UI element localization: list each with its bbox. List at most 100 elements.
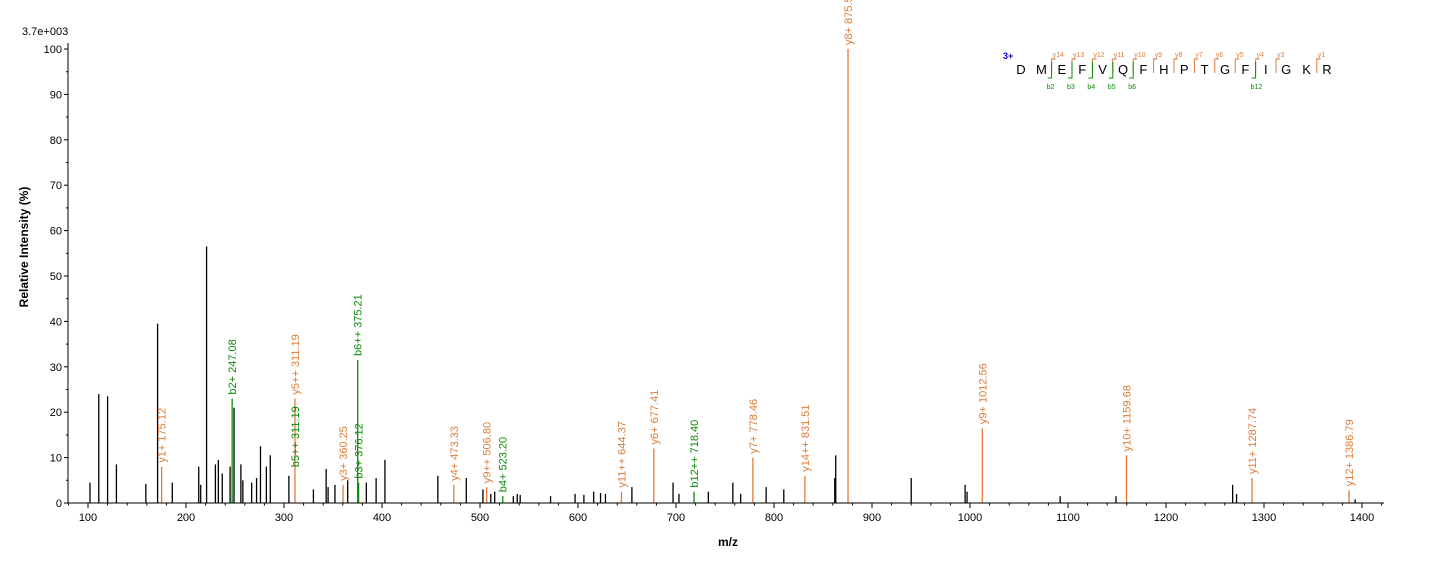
y-fragment-marker bbox=[1051, 58, 1056, 73]
y-tick-label: 40 bbox=[50, 316, 62, 328]
b-fragment-marker bbox=[1129, 62, 1134, 79]
b-fragment-label: b5 bbox=[1108, 84, 1116, 91]
y-fragment-label: y9 bbox=[1155, 52, 1163, 59]
charge-state: 3+ bbox=[1003, 51, 1013, 61]
x-tick-label: 1200 bbox=[1154, 512, 1178, 524]
y-fragment-label: y11 bbox=[1114, 52, 1125, 59]
sequence-residue: H bbox=[1159, 62, 1168, 77]
peak-label: b12++ 718.40 bbox=[689, 420, 701, 488]
y-fragment-label: y12 bbox=[1093, 52, 1104, 59]
sequence-residue: I bbox=[1264, 62, 1268, 77]
y-fragment-label: y13 bbox=[1073, 52, 1084, 59]
peak-label: y14++ 831.51 bbox=[800, 404, 812, 471]
peak-label: y8+ 875.52 bbox=[843, 0, 855, 45]
y-fragment-label: y6 bbox=[1216, 52, 1224, 59]
intensity-scale-label: 3.7e+003 bbox=[22, 26, 68, 38]
peak-label: y12+ 1386.79 bbox=[1344, 419, 1356, 486]
x-tick-label: 1400 bbox=[1350, 512, 1374, 524]
peak-label: y3+ 360.25 bbox=[338, 426, 350, 481]
y-fragment-marker bbox=[1275, 58, 1280, 73]
y-fragment-label: y7 bbox=[1195, 52, 1203, 59]
peak-label: y7+ 778.46 bbox=[748, 399, 760, 454]
b-fragment-marker bbox=[1251, 62, 1257, 79]
sequence-residue: D bbox=[1016, 62, 1025, 77]
y-tick-label: 0 bbox=[56, 498, 62, 510]
b-fragment-label: b6 bbox=[1128, 84, 1136, 91]
peak-label: y4+ 473.33 bbox=[449, 426, 461, 481]
peak-label: y11++ 644.37 bbox=[616, 421, 628, 487]
y-fragment-label: y5 bbox=[1236, 52, 1244, 59]
x-tick-label: 800 bbox=[765, 512, 783, 524]
x-tick-label: 1300 bbox=[1252, 512, 1276, 524]
peaks-group bbox=[89, 49, 1356, 503]
y-fragment-label: y1 bbox=[1318, 52, 1326, 59]
x-axis-title: m/z bbox=[718, 535, 738, 549]
y-fragment-marker bbox=[1112, 58, 1117, 73]
y-fragment-marker bbox=[1071, 58, 1076, 73]
sequence-residue: G bbox=[1220, 62, 1230, 77]
x-tick-label: 900 bbox=[863, 512, 881, 524]
b-fragment-marker bbox=[1088, 62, 1093, 79]
y-fragment-marker bbox=[1173, 58, 1178, 73]
y-fragment-marker bbox=[1193, 58, 1199, 73]
y-tick-label: 10 bbox=[50, 453, 62, 465]
y-fragment-label: y14 bbox=[1053, 52, 1064, 59]
y-fragment-marker bbox=[1153, 58, 1158, 73]
y-fragment-marker bbox=[1255, 58, 1260, 73]
y-fragment-marker bbox=[1234, 58, 1240, 73]
peak-label: b5++ 311.19 bbox=[290, 406, 302, 467]
b-fragment-label: b3 bbox=[1067, 84, 1075, 91]
peak-label: y9++ 506.80 bbox=[482, 422, 494, 483]
x-tick-label: 200 bbox=[177, 512, 195, 524]
sequence-residue: F bbox=[1078, 62, 1086, 77]
sequence-residue: Q bbox=[1118, 62, 1128, 77]
y-tick-label: 70 bbox=[50, 180, 62, 192]
x-tick-label: 1000 bbox=[958, 512, 982, 524]
peak-label: y10+ 1159.68 bbox=[1121, 385, 1133, 451]
sequence-residue: F bbox=[1139, 62, 1147, 77]
y-fragment-label: y3 bbox=[1277, 52, 1285, 59]
y-fragment-label: y8 bbox=[1175, 52, 1183, 59]
y-tick-label: 90 bbox=[50, 89, 62, 101]
peak-labels-group: y1+ 175.12 b2+ 247.08 y5++ 311.19 b5++ 311.… bbox=[157, 0, 1356, 492]
y-fragment-marker bbox=[1091, 58, 1097, 73]
peak-label: b2+ 247.08 bbox=[227, 339, 239, 394]
y-tick-label: 30 bbox=[50, 362, 62, 374]
y-tick-label: 60 bbox=[50, 226, 62, 238]
y-fragment-marker bbox=[1214, 58, 1219, 73]
x-tick-label: 300 bbox=[275, 512, 293, 524]
b-fragment-label: b12 bbox=[1251, 84, 1263, 91]
b-fragment-marker bbox=[1108, 62, 1114, 79]
sequence-residue: T bbox=[1201, 62, 1209, 77]
sequence-residue: P bbox=[1180, 62, 1189, 77]
b-fragment-label: b4 bbox=[1087, 84, 1095, 91]
y-tick-label: 50 bbox=[50, 271, 62, 283]
peak-label: y9+ 1012.56 bbox=[977, 363, 989, 424]
x-tick-label: 400 bbox=[373, 512, 391, 524]
peak-label: b6++ 375.21 bbox=[353, 294, 365, 356]
sequence-residue: M bbox=[1036, 62, 1047, 77]
y-fragment-marker bbox=[1316, 58, 1321, 73]
y-tick-label: 100 bbox=[44, 44, 62, 56]
y-axis-title: Relative Intensity (%) bbox=[17, 187, 31, 308]
b-fragment-marker bbox=[1047, 62, 1053, 79]
x-tick-label: 100 bbox=[79, 512, 97, 524]
b-fragment-label: b2 bbox=[1047, 84, 1055, 91]
axes-group: 0 10 20 30 40 50 60 70 80 90 100 100 200 300 400 500 600… bbox=[44, 43, 1384, 524]
peak-label: b3+ 376.12 bbox=[354, 423, 366, 478]
sequence-residue: V bbox=[1098, 62, 1107, 77]
sequence-residue: K bbox=[1302, 62, 1311, 77]
y-fragment-label: y4 bbox=[1257, 52, 1265, 59]
sequence-residue: F bbox=[1241, 62, 1249, 77]
y-tick-label: 20 bbox=[50, 407, 62, 419]
peak-label: y1+ 175.12 bbox=[157, 408, 169, 463]
y-fragment-marker bbox=[1132, 58, 1138, 73]
sequence-residue: R bbox=[1322, 62, 1331, 77]
y-fragment-label: y10 bbox=[1134, 52, 1145, 59]
y-tick-label: 80 bbox=[50, 135, 62, 147]
peak-label: y11+ 1287.74 bbox=[1247, 408, 1259, 474]
x-tick-label: 600 bbox=[569, 512, 587, 524]
x-tick-label: 1100 bbox=[1056, 512, 1080, 524]
